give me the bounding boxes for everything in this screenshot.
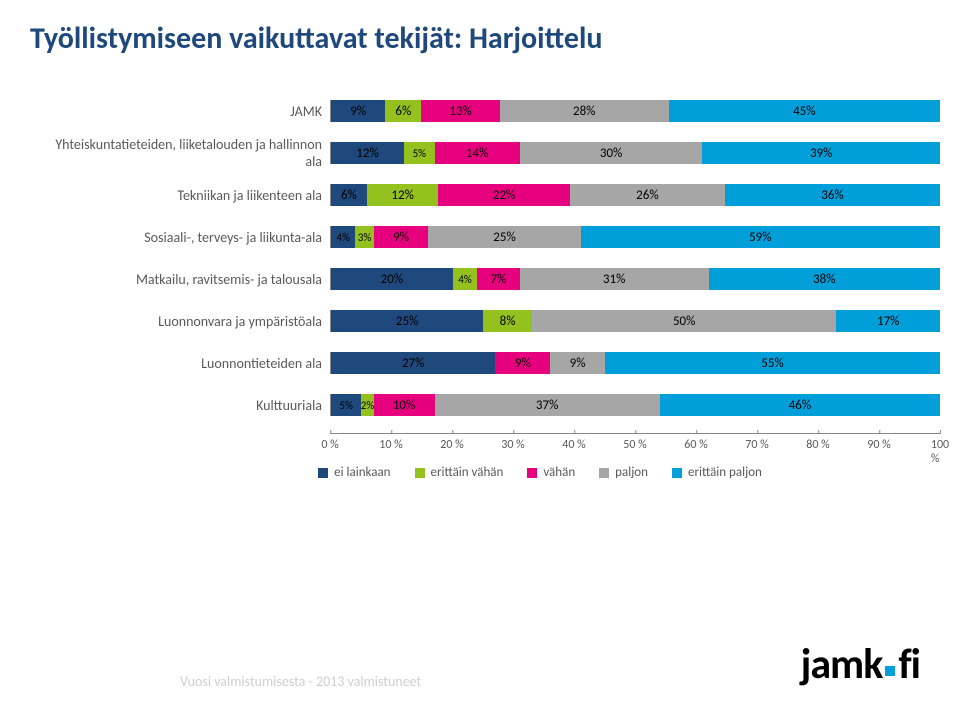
legend-label: paljon bbox=[615, 465, 648, 480]
bar-segment: 39% bbox=[702, 142, 940, 164]
axis-tick: 70 % bbox=[745, 438, 768, 452]
bar-segment: 6% bbox=[331, 184, 367, 206]
chart-row: Luonnontieteiden ala27%9%9%55% bbox=[40, 349, 940, 377]
row-label: Yhteiskuntatieteiden, liiketalouden ja h… bbox=[40, 136, 330, 170]
legend-item: ei lainkaan bbox=[318, 465, 390, 480]
bar-segment: 25% bbox=[331, 310, 483, 332]
logo-dot-icon bbox=[885, 666, 895, 676]
logo-text-2: fi bbox=[898, 639, 920, 690]
bar-segment: 20% bbox=[331, 268, 453, 290]
bar-track: 9%6%13%28%45% bbox=[330, 100, 940, 122]
bar-segment: 45% bbox=[669, 100, 940, 122]
row-label: JAMK bbox=[40, 103, 330, 120]
legend-item: erittäin paljon bbox=[672, 465, 762, 480]
logo-text-1: jamk bbox=[801, 639, 883, 690]
axis-tick: 90 % bbox=[867, 438, 890, 452]
logo: jamk fi bbox=[801, 639, 920, 690]
bar-segment: 22% bbox=[438, 184, 569, 206]
bar-segment: 17% bbox=[836, 310, 940, 332]
bar-track: 4%3%9%25%59% bbox=[330, 226, 940, 248]
legend-swatch-icon bbox=[599, 468, 609, 478]
legend-label: vähän bbox=[543, 465, 575, 480]
bar-segment: 28% bbox=[500, 100, 669, 122]
axis-tick: 40 % bbox=[562, 438, 585, 452]
chart-row: JAMK9%6%13%28%45% bbox=[40, 97, 940, 125]
row-label: Luonnontieteiden ala bbox=[40, 355, 330, 372]
bar-track: 25%8%50%17% bbox=[330, 310, 940, 332]
axis-tick: 50 % bbox=[623, 438, 646, 452]
bar-segment: 4% bbox=[453, 268, 477, 290]
chart-row: Kulttuuriala5%2%10%37%46% bbox=[40, 391, 940, 419]
bar-segment: 31% bbox=[520, 268, 709, 290]
legend-swatch-icon bbox=[415, 468, 425, 478]
bar-segment: 36% bbox=[725, 184, 940, 206]
chart-row: Yhteiskuntatieteiden, liiketalouden ja h… bbox=[40, 139, 940, 167]
axis-tick: 10 % bbox=[379, 438, 402, 452]
bar-track: 20%4%7%31%38% bbox=[330, 268, 940, 290]
chart-row: Sosiaali-, terveys- ja liikunta-ala4%3%9… bbox=[40, 223, 940, 251]
bar-segment: 13% bbox=[421, 100, 499, 122]
legend-swatch-icon bbox=[318, 468, 328, 478]
chart: JAMK9%6%13%28%45%Yhteiskuntatieteiden, l… bbox=[40, 97, 940, 480]
bar-segment: 14% bbox=[435, 142, 520, 164]
bar-segment: 46% bbox=[660, 394, 940, 416]
chart-row: Luonnonvara ja ympäristöala25%8%50%17% bbox=[40, 307, 940, 335]
bar-segment: 38% bbox=[709, 268, 940, 290]
bar-segment: 4% bbox=[331, 226, 355, 248]
legend-item: paljon bbox=[599, 465, 648, 480]
bar-segment: 9% bbox=[550, 352, 605, 374]
axis-tick: 30 % bbox=[501, 438, 524, 452]
axis-tick: 100 % bbox=[931, 438, 949, 466]
bar-segment: 12% bbox=[331, 142, 404, 164]
bar-segment: 10% bbox=[374, 394, 435, 416]
legend-label: ei lainkaan bbox=[334, 465, 390, 480]
bar-segment: 27% bbox=[331, 352, 495, 374]
row-label: Kulttuuriala bbox=[40, 397, 330, 414]
bar-segment: 6% bbox=[385, 100, 421, 122]
bar-track: 12%5%14%30%39% bbox=[330, 142, 940, 164]
row-label: Luonnonvara ja ympäristöala bbox=[40, 313, 330, 330]
bar-segment: 12% bbox=[367, 184, 439, 206]
chart-row: Tekniikan ja liikenteen ala6%12%22%26%36… bbox=[40, 181, 940, 209]
legend: ei lainkaan erittäin vähän vähän paljon erit… bbox=[140, 465, 940, 480]
axis-tick: 80 % bbox=[806, 438, 829, 452]
bar-track: 6%12%22%26%36% bbox=[330, 184, 940, 206]
bar-segment: 9% bbox=[374, 226, 429, 248]
bar-segment: 59% bbox=[581, 226, 940, 248]
bar-segment: 5% bbox=[404, 142, 434, 164]
bar-segment: 7% bbox=[477, 268, 520, 290]
bar-segment: 5% bbox=[331, 394, 361, 416]
bar-segment: 30% bbox=[520, 142, 703, 164]
axis-tick: 20 % bbox=[440, 438, 463, 452]
legend-label: erittäin vähän bbox=[431, 465, 504, 480]
axis-tick: 60 % bbox=[684, 438, 707, 452]
bar-track: 5%2%10%37%46% bbox=[330, 394, 940, 416]
bar-segment: 3% bbox=[355, 226, 373, 248]
row-label: Matkailu, ravitsemis- ja talousala bbox=[40, 271, 330, 288]
page-title: Työllistymiseen vaikuttavat tekijät: Har… bbox=[30, 20, 930, 57]
row-label: Tekniikan ja liikenteen ala bbox=[40, 187, 330, 204]
legend-item: vähän bbox=[527, 465, 575, 480]
x-axis: 0 %10 %20 %30 %40 %50 %60 %70 %80 %90 %1… bbox=[330, 433, 940, 453]
axis-tick: 0 % bbox=[321, 438, 338, 452]
bar-segment: 50% bbox=[532, 310, 837, 332]
bar-segment: 37% bbox=[435, 394, 660, 416]
footer-text: Vuosi valmistumisesta - 2013 valmistunee… bbox=[180, 673, 421, 690]
bar-track: 27%9%9%55% bbox=[330, 352, 940, 374]
legend-swatch-icon bbox=[527, 468, 537, 478]
bar-segment: 2% bbox=[361, 394, 373, 416]
legend-swatch-icon bbox=[672, 468, 682, 478]
bar-segment: 26% bbox=[570, 184, 725, 206]
row-label: Sosiaali-, terveys- ja liikunta-ala bbox=[40, 229, 330, 246]
bar-segment: 9% bbox=[495, 352, 550, 374]
chart-row: Matkailu, ravitsemis- ja talousala20%4%7… bbox=[40, 265, 940, 293]
legend-item: erittäin vähän bbox=[415, 465, 504, 480]
bar-segment: 55% bbox=[605, 352, 940, 374]
bar-segment: 9% bbox=[331, 100, 385, 122]
legend-label: erittäin paljon bbox=[688, 465, 762, 480]
bar-segment: 8% bbox=[483, 310, 532, 332]
bar-segment: 25% bbox=[428, 226, 580, 248]
